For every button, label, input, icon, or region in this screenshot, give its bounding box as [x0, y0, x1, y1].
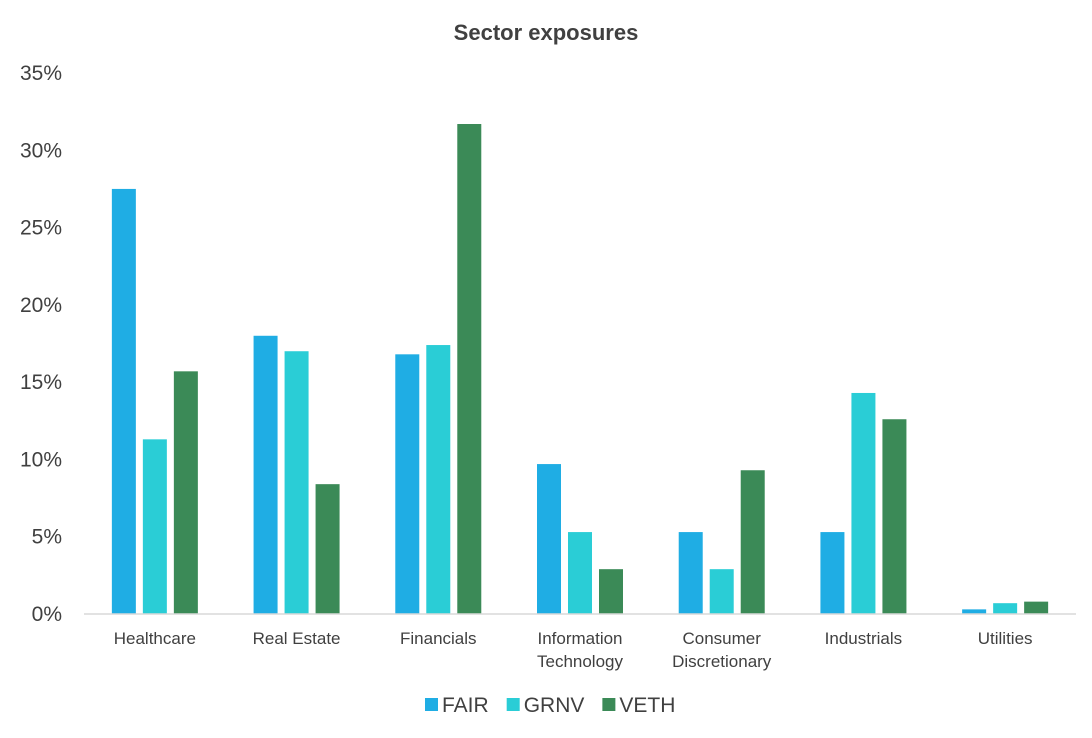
bar-veth: [173, 371, 198, 614]
bar-veth: [740, 470, 765, 614]
bar-veth: [457, 124, 482, 614]
legend-swatch-fair: [425, 698, 438, 711]
x-tick-label: Technology: [537, 652, 624, 671]
legend-swatch-veth: [602, 698, 616, 711]
x-tick-label: Discretionary: [672, 652, 772, 671]
y-tick-label: 5%: [32, 526, 62, 549]
x-tick-label: Information: [537, 629, 622, 648]
y-tick-label: 25%: [20, 217, 62, 240]
bar-fair: [820, 532, 845, 614]
x-tick-label: Healthcare: [114, 629, 196, 648]
bar-veth: [882, 419, 907, 614]
x-tick-label: Industrials: [825, 629, 902, 648]
bar-grnv: [851, 392, 876, 614]
legend-label-grnv: GRNV: [524, 694, 585, 717]
chart-title: Sector exposures: [454, 20, 639, 45]
bar-fair: [395, 354, 420, 614]
x-axis: Healthcare Real Estate Financials Informati…: [114, 629, 1033, 671]
x-tick-label: Consumer: [683, 629, 762, 648]
bar-veth: [1024, 601, 1049, 614]
legend: FAIR GRNV VETH: [425, 694, 675, 717]
y-tick-label: 35%: [20, 62, 62, 85]
bar-grnv: [284, 351, 309, 614]
bar-grnv: [568, 532, 592, 614]
y-tick-label: 0%: [32, 603, 62, 626]
y-tick-label: 15%: [20, 371, 62, 394]
bar-grnv: [993, 603, 1018, 614]
y-tick-label: 20%: [20, 294, 62, 317]
y-axis: 0% 5% 10% 15% 20% 25% 30% 35%: [20, 62, 62, 626]
x-tick-label: Real Estate: [253, 629, 341, 648]
bar-grnv: [142, 439, 167, 614]
bar-fair: [962, 609, 987, 614]
bar-veth: [315, 484, 340, 614]
legend-swatch-grnv: [506, 698, 520, 711]
legend-label-veth: VETH: [619, 694, 675, 717]
y-tick-label: 30%: [20, 139, 62, 162]
bar-veth: [599, 569, 623, 614]
bar-fair: [537, 464, 561, 614]
y-tick-label: 10%: [20, 448, 62, 471]
legend-label-fair: FAIR: [442, 694, 489, 717]
bar-fair: [678, 532, 703, 614]
bar-fair: [111, 188, 136, 614]
bar-grnv: [426, 345, 451, 614]
x-tick-label: Utilities: [978, 629, 1033, 648]
x-tick-label: Financials: [400, 629, 477, 648]
bar-fair: [253, 335, 278, 614]
bars-group: [111, 124, 1049, 614]
bar-grnv: [709, 569, 734, 614]
